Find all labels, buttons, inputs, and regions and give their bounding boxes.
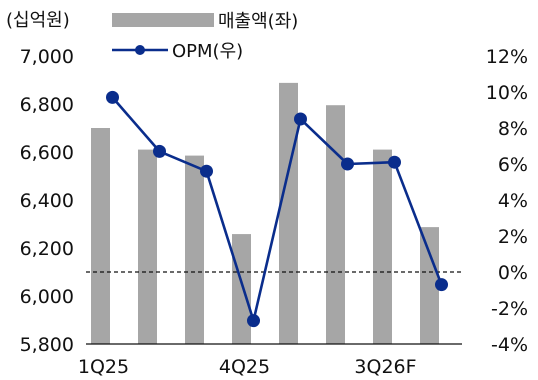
left-tick-label: 6,600 <box>20 142 74 164</box>
bar <box>185 155 204 344</box>
right-tick-label: 4% <box>498 190 528 212</box>
left-tick-label: 6,000 <box>20 286 74 308</box>
line-point <box>341 157 354 171</box>
right-tick-label: 2% <box>498 226 528 248</box>
left-tick-label: 7,000 <box>20 46 74 68</box>
right-axis: -4% -2% 0% 2% 4% 6% 8% 10% 12% <box>486 46 528 356</box>
line-point <box>294 112 307 126</box>
line-point <box>200 164 213 178</box>
bar <box>138 149 157 344</box>
bar-series <box>91 82 439 344</box>
left-axis: 5,800 6,000 6,200 6,400 6,600 6,800 7,000 <box>20 46 74 356</box>
right-tick-label: -2% <box>491 298 528 320</box>
bar <box>420 227 439 344</box>
legend-bar-label: 매출액(좌) <box>218 11 298 32</box>
right-tick-label: 6% <box>498 154 528 176</box>
left-tick-label: 6,400 <box>20 190 74 212</box>
bar <box>326 105 345 344</box>
left-tick-label: 6,800 <box>20 94 74 116</box>
right-tick-label: 8% <box>498 118 528 140</box>
legend-line-marker <box>135 45 145 55</box>
legend: 매출액(좌) OPM(우) <box>112 11 298 62</box>
x-tick-label: 4Q25 <box>219 356 270 378</box>
x-tick-label: 1Q25 <box>78 356 129 378</box>
series-line <box>111 96 443 322</box>
left-tick-label: 5,800 <box>20 334 74 356</box>
right-tick-label: 0% <box>498 262 528 284</box>
right-tick-label: 12% <box>486 46 528 68</box>
legend-bar-swatch <box>112 13 214 27</box>
line-point <box>435 278 448 292</box>
left-axis-unit: (십억원) <box>6 10 70 31</box>
bar <box>91 128 110 344</box>
line-series <box>106 90 448 328</box>
line-point <box>153 144 166 158</box>
x-axis: 1Q25 4Q25 3Q26F <box>78 343 462 378</box>
bar <box>232 234 251 344</box>
x-tick-label: 3Q26F <box>354 356 416 378</box>
left-tick-label: 6,200 <box>20 238 74 260</box>
right-tick-label: -4% <box>491 334 528 356</box>
legend-line-label: OPM(우) <box>172 41 243 62</box>
line-point <box>388 155 401 169</box>
bar <box>373 149 392 344</box>
right-tick-label: 10% <box>486 82 528 104</box>
line-point <box>247 314 260 328</box>
line-point <box>106 90 119 104</box>
